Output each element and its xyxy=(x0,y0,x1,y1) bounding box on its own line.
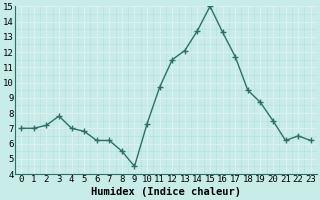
X-axis label: Humidex (Indice chaleur): Humidex (Indice chaleur) xyxy=(91,187,241,197)
